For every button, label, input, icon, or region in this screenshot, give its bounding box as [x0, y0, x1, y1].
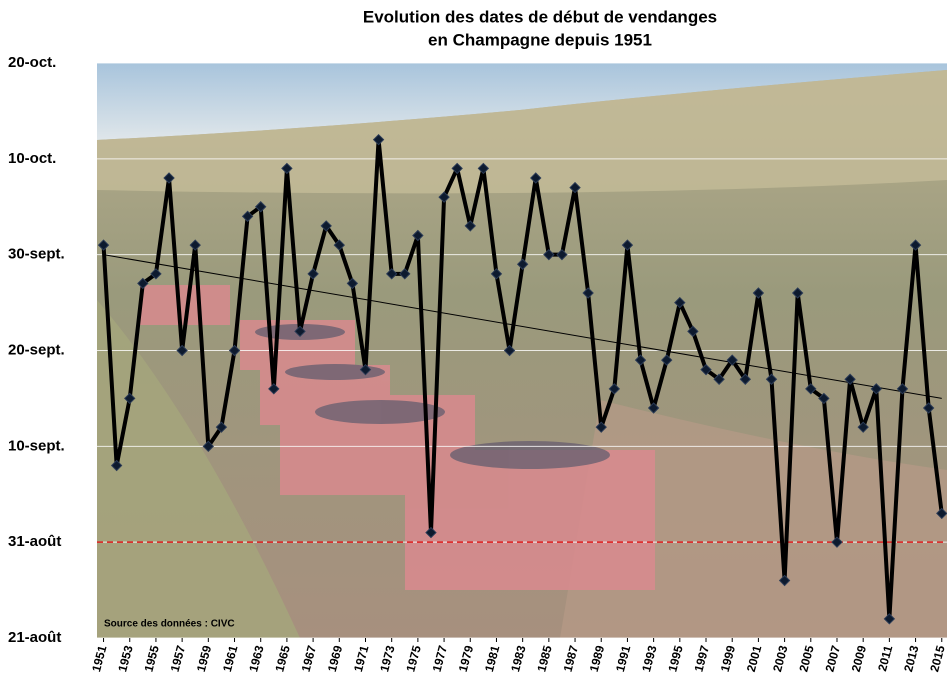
- x-tick-label: 1955: [141, 644, 162, 674]
- x-tick-label: 1953: [115, 644, 136, 674]
- x-tick-label: 2005: [796, 644, 817, 674]
- y-tick-label: 21-août: [8, 629, 61, 646]
- x-tick-label: 1971: [351, 644, 372, 674]
- x-tick-label: 1951: [89, 644, 110, 674]
- x-tick-label: 1993: [639, 644, 660, 674]
- x-tick-label: 1959: [194, 644, 215, 674]
- y-tick-label: 20-sept.: [8, 341, 65, 358]
- chart-title: en Champagne depuis 1951: [428, 30, 652, 49]
- x-tick-label: 1999: [718, 644, 739, 674]
- source-note: Source des données : CIVC: [104, 619, 235, 630]
- x-tick-label: 1985: [534, 644, 555, 674]
- y-tick-label: 10-oct.: [8, 150, 56, 167]
- x-tick-label: 1991: [613, 644, 634, 674]
- x-tick-label: 1963: [246, 644, 267, 674]
- y-tick-label: 10-sept.: [8, 437, 65, 454]
- x-tick-label: 1965: [272, 644, 293, 674]
- y-tick-label: 20-oct.: [8, 54, 56, 71]
- x-tick-label: 1989: [587, 644, 608, 674]
- x-tick-label: 1975: [403, 644, 424, 674]
- x-tick-label: 1987: [561, 644, 582, 674]
- chart-title: Evolution des dates de début de vendange…: [363, 7, 717, 26]
- x-tick-label: 1967: [299, 644, 320, 674]
- x-tick-label: 1969: [325, 644, 346, 674]
- x-tick-label: 2011: [875, 644, 895, 673]
- x-tick-label: 1979: [456, 644, 477, 674]
- x-tick-label: 2003: [770, 644, 791, 674]
- x-tick-label: 1977: [430, 644, 451, 674]
- y-tick-label: 31-août: [8, 533, 61, 550]
- x-tick-label: 1973: [377, 644, 398, 674]
- x-tick-label: 2009: [849, 644, 870, 674]
- x-tick-label: 2015: [927, 644, 947, 674]
- x-tick-label: 1995: [665, 644, 686, 674]
- x-tick-label: 2013: [901, 644, 922, 674]
- y-tick-label: 30-sept.: [8, 246, 65, 263]
- x-tick-label: 2001: [744, 644, 765, 674]
- x-tick-label: 1983: [508, 644, 529, 674]
- x-tick-label: 1997: [692, 644, 713, 674]
- chart: Evolution des dates de début de vendange…: [0, 0, 947, 682]
- x-tick-label: 2007: [823, 644, 844, 674]
- x-tick-label: 1957: [168, 644, 189, 674]
- x-tick-label: 1961: [220, 644, 241, 674]
- x-tick-label: 1981: [482, 644, 503, 674]
